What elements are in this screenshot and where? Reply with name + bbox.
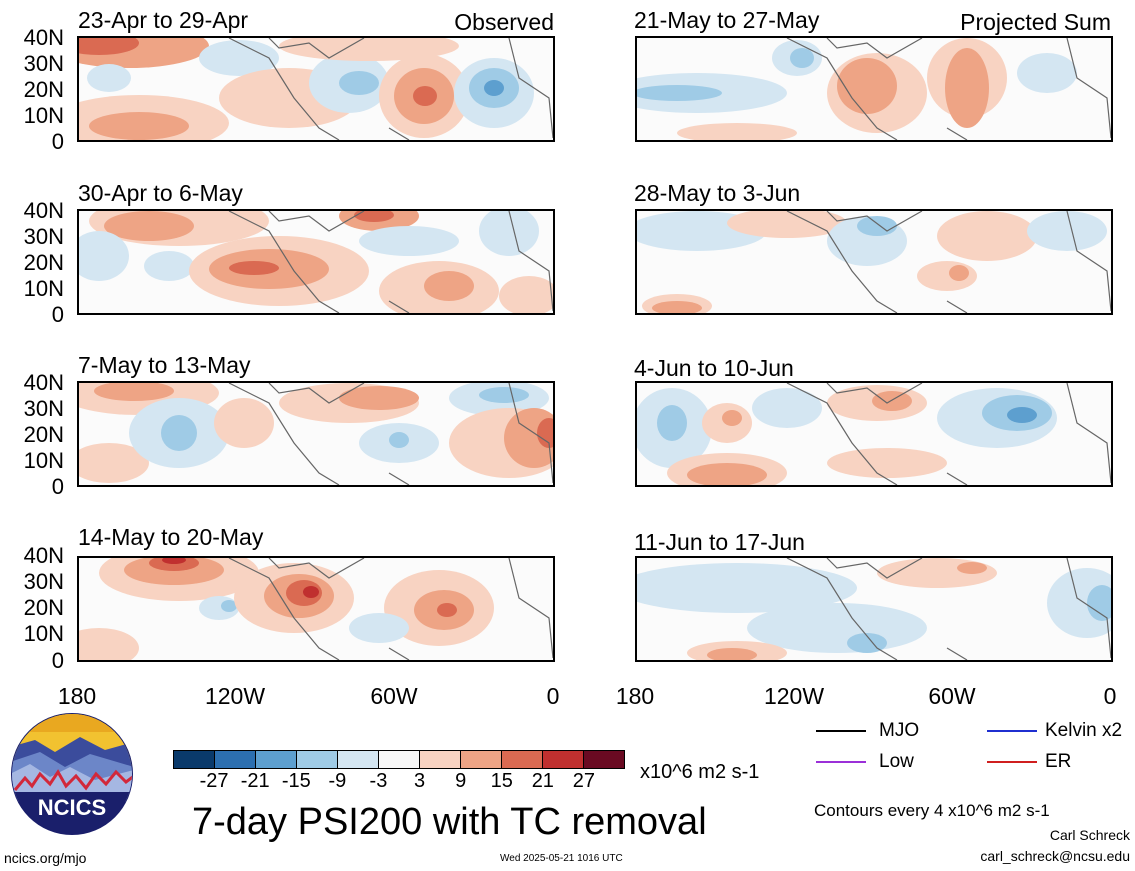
colorbar-swatch bbox=[502, 751, 543, 768]
author-email[interactable]: carl_schreck@ncsu.edu bbox=[980, 848, 1130, 864]
lat-label: 40N bbox=[23, 543, 64, 568]
panel-title: 30-Apr to 6-May bbox=[78, 180, 243, 206]
lat-label: 10N bbox=[23, 621, 64, 646]
colorbar-swatch bbox=[379, 751, 420, 768]
lat-label: 0 bbox=[51, 474, 64, 499]
map-panel bbox=[77, 381, 555, 487]
legend-swatch-kelvin bbox=[987, 730, 1037, 732]
lat-label: 30N bbox=[23, 569, 64, 594]
panel-title: 28-May to 3-Jun bbox=[634, 180, 801, 206]
lat-label: 20N bbox=[23, 77, 64, 102]
colorbar-tick-label: -21 bbox=[240, 770, 270, 792]
panel-title: 14-May to 20-May bbox=[78, 524, 264, 550]
colorbar-swatch bbox=[215, 751, 256, 768]
lon-label: 180 bbox=[615, 683, 655, 709]
colorbar-tick-label: -27 bbox=[199, 770, 229, 792]
lat-label: 0 bbox=[51, 648, 64, 673]
lat-label: 10N bbox=[23, 276, 64, 301]
lon-label: 0 bbox=[546, 683, 560, 709]
legend-label-low: Low bbox=[879, 751, 914, 772]
map-panel bbox=[635, 209, 1113, 315]
colorbar-swatches bbox=[173, 750, 625, 769]
colorbar-tick-label: 27 bbox=[572, 770, 596, 792]
panel-tag-observed: Observed bbox=[454, 9, 554, 35]
author: Carl Schreck bbox=[1049, 827, 1130, 843]
main-title: 7-day PSI200 with TC removal bbox=[192, 801, 707, 843]
colorbar-swatch bbox=[420, 751, 461, 768]
lon-label: 120W bbox=[204, 683, 266, 709]
lat-label: 0 bbox=[51, 129, 64, 154]
legend-swatch-low bbox=[816, 761, 866, 763]
contour-note: Contours every 4 x10^6 m2 s-1 bbox=[814, 801, 1050, 820]
lat-label: 40N bbox=[23, 25, 64, 50]
colorbar-tick-label: -9 bbox=[328, 770, 347, 792]
lat-label: 0 bbox=[51, 302, 64, 327]
lat-label: 30N bbox=[23, 396, 64, 421]
lat-label: 20N bbox=[23, 595, 64, 620]
panel-title: 4-Jun to 10-Jun bbox=[634, 355, 794, 381]
lon-label: 120W bbox=[763, 683, 825, 709]
colorbar-swatch bbox=[338, 751, 379, 768]
site-link[interactable]: ncics.org/mjo bbox=[4, 850, 87, 866]
lat-label: 20N bbox=[23, 250, 64, 275]
colorbar-tick-label: 3 bbox=[413, 770, 426, 792]
lon-label: 0 bbox=[1103, 683, 1117, 709]
logo-text: NCICS bbox=[38, 795, 106, 820]
map-panel bbox=[77, 36, 555, 142]
colorbar-tick-label: 9 bbox=[455, 770, 467, 792]
colorbar-swatch bbox=[174, 751, 215, 768]
colorbar-tick-label: 21 bbox=[531, 770, 554, 792]
map-panel bbox=[77, 556, 555, 662]
map-panel bbox=[635, 36, 1113, 142]
colorbar-tick-label: 15 bbox=[490, 770, 513, 792]
map-panel bbox=[635, 381, 1113, 487]
panel-title: 21-May to 27-May bbox=[634, 7, 820, 33]
timestamp: Wed 2025-05-21 1016 UTC bbox=[500, 853, 623, 864]
legend-swatch-mjo bbox=[816, 730, 866, 732]
lat-label: 40N bbox=[23, 370, 64, 395]
lat-label: 10N bbox=[23, 448, 64, 473]
colorbar-units: x10^6 m2 s-1 bbox=[640, 761, 760, 783]
panel-tag-projected: Projected Sum bbox=[960, 9, 1111, 35]
legend-label-er: ER bbox=[1045, 751, 1072, 772]
lon-label: 60W bbox=[370, 683, 418, 709]
colorbar-swatch bbox=[543, 751, 584, 768]
colorbar-swatch bbox=[297, 751, 338, 768]
colorbar-tick-label: -15 bbox=[281, 770, 311, 792]
lat-label: 10N bbox=[23, 103, 64, 128]
legend-label-mjo: MJO bbox=[879, 720, 920, 741]
lon-label: 180 bbox=[57, 683, 97, 709]
panel-title: 7-May to 13-May bbox=[78, 352, 251, 378]
panel-title: 11-Jun to 17-Jun bbox=[634, 529, 805, 555]
lon-label: 60W bbox=[928, 683, 976, 709]
map-panel bbox=[77, 209, 555, 315]
lat-label: 20N bbox=[23, 422, 64, 447]
lat-label: 40N bbox=[23, 198, 64, 223]
lat-label: 30N bbox=[23, 224, 64, 249]
colorbar-swatch bbox=[461, 751, 502, 768]
colorbar-swatch bbox=[256, 751, 297, 768]
colorbar-swatch bbox=[584, 751, 624, 768]
legend-swatch-er bbox=[987, 761, 1037, 763]
map-panel bbox=[635, 556, 1113, 662]
ncics-logo: NCICS bbox=[10, 712, 134, 836]
panel-title: 23-Apr to 29-Apr bbox=[78, 7, 249, 33]
legend-label-kelvin: Kelvin x2 bbox=[1045, 720, 1123, 741]
lat-label: 30N bbox=[23, 51, 64, 76]
colorbar-tick-label: -3 bbox=[369, 770, 388, 792]
